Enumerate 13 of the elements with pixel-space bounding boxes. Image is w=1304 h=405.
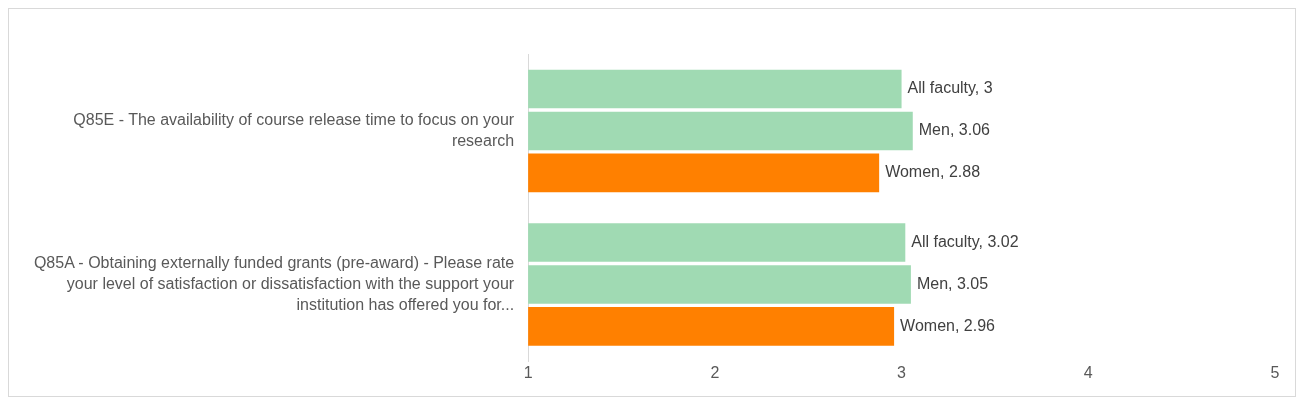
data-label: Women, 2.88 [885, 163, 981, 181]
x-tick-label: 3 [897, 364, 907, 382]
x-tick-label: 5 [1270, 364, 1280, 382]
data-label: Men, 3.05 [916, 274, 989, 292]
data-label: Men, 3.06 [918, 121, 991, 139]
x-tick-label: 1 [523, 364, 533, 382]
data-label: Women, 2.96 [900, 316, 996, 334]
y-tick-label: Q85A - Obtaining externally funded grants (pre-award) - Please rate your level of satisfaction or dissatisfaction with the support your institution has offered you for... [33, 254, 515, 313]
x-tick-label: 4 [1083, 364, 1093, 382]
y-tick-label: Q85E - The availability of course release time to focus on your research [73, 110, 515, 149]
x-tick-label: 2 [710, 364, 720, 382]
data-label: All faculty, 3.02 [911, 232, 1019, 250]
data-label: All faculty, 3 [907, 79, 993, 97]
